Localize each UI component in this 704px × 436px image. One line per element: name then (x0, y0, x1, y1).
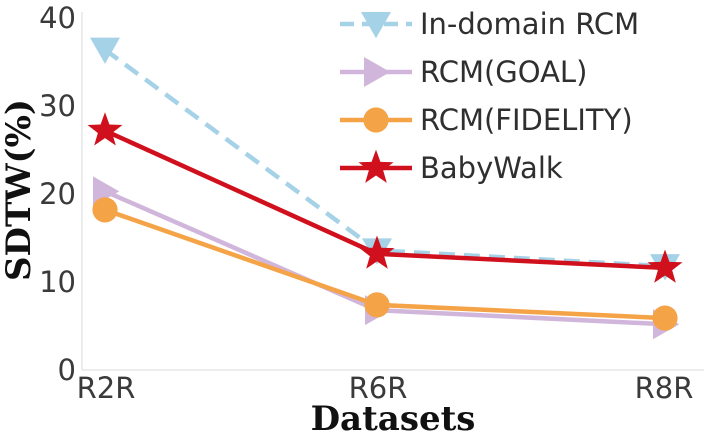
legend-label-babywalk: BabyWalk (420, 151, 563, 185)
y-tick-label-10: 10 (39, 265, 76, 299)
legend-marker-rcm-fidelity (363, 107, 389, 133)
series-babywalk (87, 112, 683, 283)
legend-label-rcm-goal: RCM(GOAL) (420, 55, 587, 89)
legend-marker-rcm-goal (364, 57, 391, 87)
y-tick-label-40: 40 (39, 1, 76, 35)
series-rcm-fidelity (92, 197, 678, 331)
legend-item-in-domain-rcm: In-domain RCM (340, 7, 639, 41)
y-tick-label-0: 0 (58, 353, 76, 387)
data-point-rcm-fidelity-r6r (364, 292, 390, 318)
data-point-babywalk-r2r (87, 112, 123, 146)
data-point-rcm-fidelity-r2r (92, 197, 118, 223)
legend-item-babywalk: BabyWalk (340, 149, 563, 185)
x-tick-label-r8r: R8R (635, 371, 694, 405)
y-tick-label-20: 20 (39, 177, 76, 211)
y-axis-title: SDTW(%) (0, 99, 39, 281)
x-tick-label-r6r: R6R (349, 371, 408, 405)
data-point-babywalk-r8r (647, 249, 683, 283)
x-tick-label-r2r: R2R (77, 371, 136, 405)
x-axis-title: Datasets (311, 399, 476, 436)
data-point-rcm-fidelity-r8r (652, 305, 678, 331)
data-point-in-domain-rcm-r2r (90, 37, 120, 64)
legend-item-rcm-goal: RCM(GOAL) (340, 55, 587, 89)
legend-label-in-domain-rcm: In-domain RCM (420, 7, 639, 41)
legend-item-rcm-fidelity: RCM(FIDELITY) (340, 103, 633, 137)
legend-marker-in-domain-rcm (361, 12, 391, 39)
axes (81, 12, 704, 371)
legend-marker-babywalk (358, 149, 394, 183)
legend-label-rcm-fidelity: RCM(FIDELITY) (420, 103, 633, 137)
y-tick-label-30: 30 (39, 89, 76, 123)
data-point-babywalk-r6r (359, 235, 395, 269)
